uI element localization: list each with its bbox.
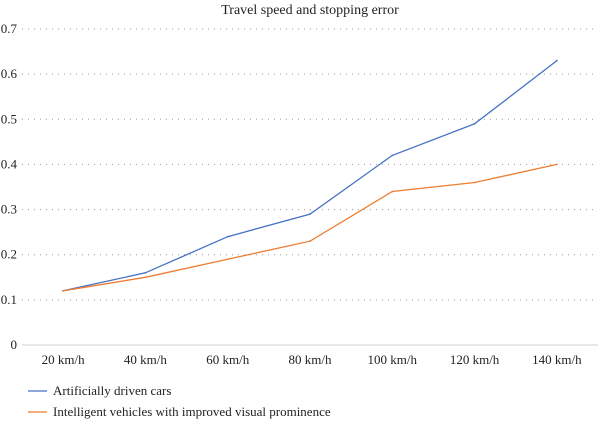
y-tick-label: 0.4 [1, 156, 18, 171]
gridlines [22, 28, 598, 301]
x-tick-label: 40 km/h [124, 352, 167, 367]
y-axis-tick-labels: 0 0.1 0.2 0.3 0.4 0.5 0.6 0.7 [1, 21, 18, 352]
y-tick-label: 0.7 [1, 21, 18, 36]
x-tick-label: 100 km/h [368, 352, 418, 367]
data-point [555, 163, 558, 166]
y-tick-label: 0.6 [1, 66, 18, 81]
data-point [144, 271, 147, 274]
y-tick-label: 0 [11, 337, 18, 352]
data-point [473, 122, 476, 125]
series-lines [62, 59, 558, 292]
legend-label-1: Artificially driven cars [53, 383, 171, 398]
y-tick-label: 0.5 [1, 111, 17, 126]
data-point [391, 190, 394, 193]
data-point [309, 213, 311, 215]
x-tick-label: 20 km/h [42, 352, 85, 367]
y-tick-label: 0.2 [1, 247, 17, 262]
x-tick-label: 60 km/h [206, 352, 249, 367]
y-tick-label: 0.3 [1, 202, 17, 217]
series-line-1 [62, 60, 558, 292]
data-point [555, 59, 558, 62]
x-tick-label: 140 km/h [532, 352, 582, 367]
series-line-2 [62, 163, 558, 292]
x-tick-label: 80 km/h [289, 352, 332, 367]
data-point [391, 154, 394, 157]
data-point [226, 235, 229, 238]
chart-title: Travel speed and stopping error [221, 3, 399, 18]
data-point [62, 289, 65, 292]
x-axis-tick-labels: 20 km/h 40 km/h 60 km/h 80 km/h 100 km/h 120 … [42, 352, 582, 367]
y-tick-label: 0.1 [1, 292, 17, 307]
legend: Artificially driven cars Intelligent vehi… [28, 383, 331, 419]
legend-label-2: Intelligent vehicles with improved visua… [53, 404, 331, 419]
data-point [226, 258, 229, 261]
data-point [309, 240, 311, 243]
x-tick-label: 120 km/h [450, 352, 500, 367]
data-point [144, 276, 147, 279]
data-point [473, 181, 476, 184]
